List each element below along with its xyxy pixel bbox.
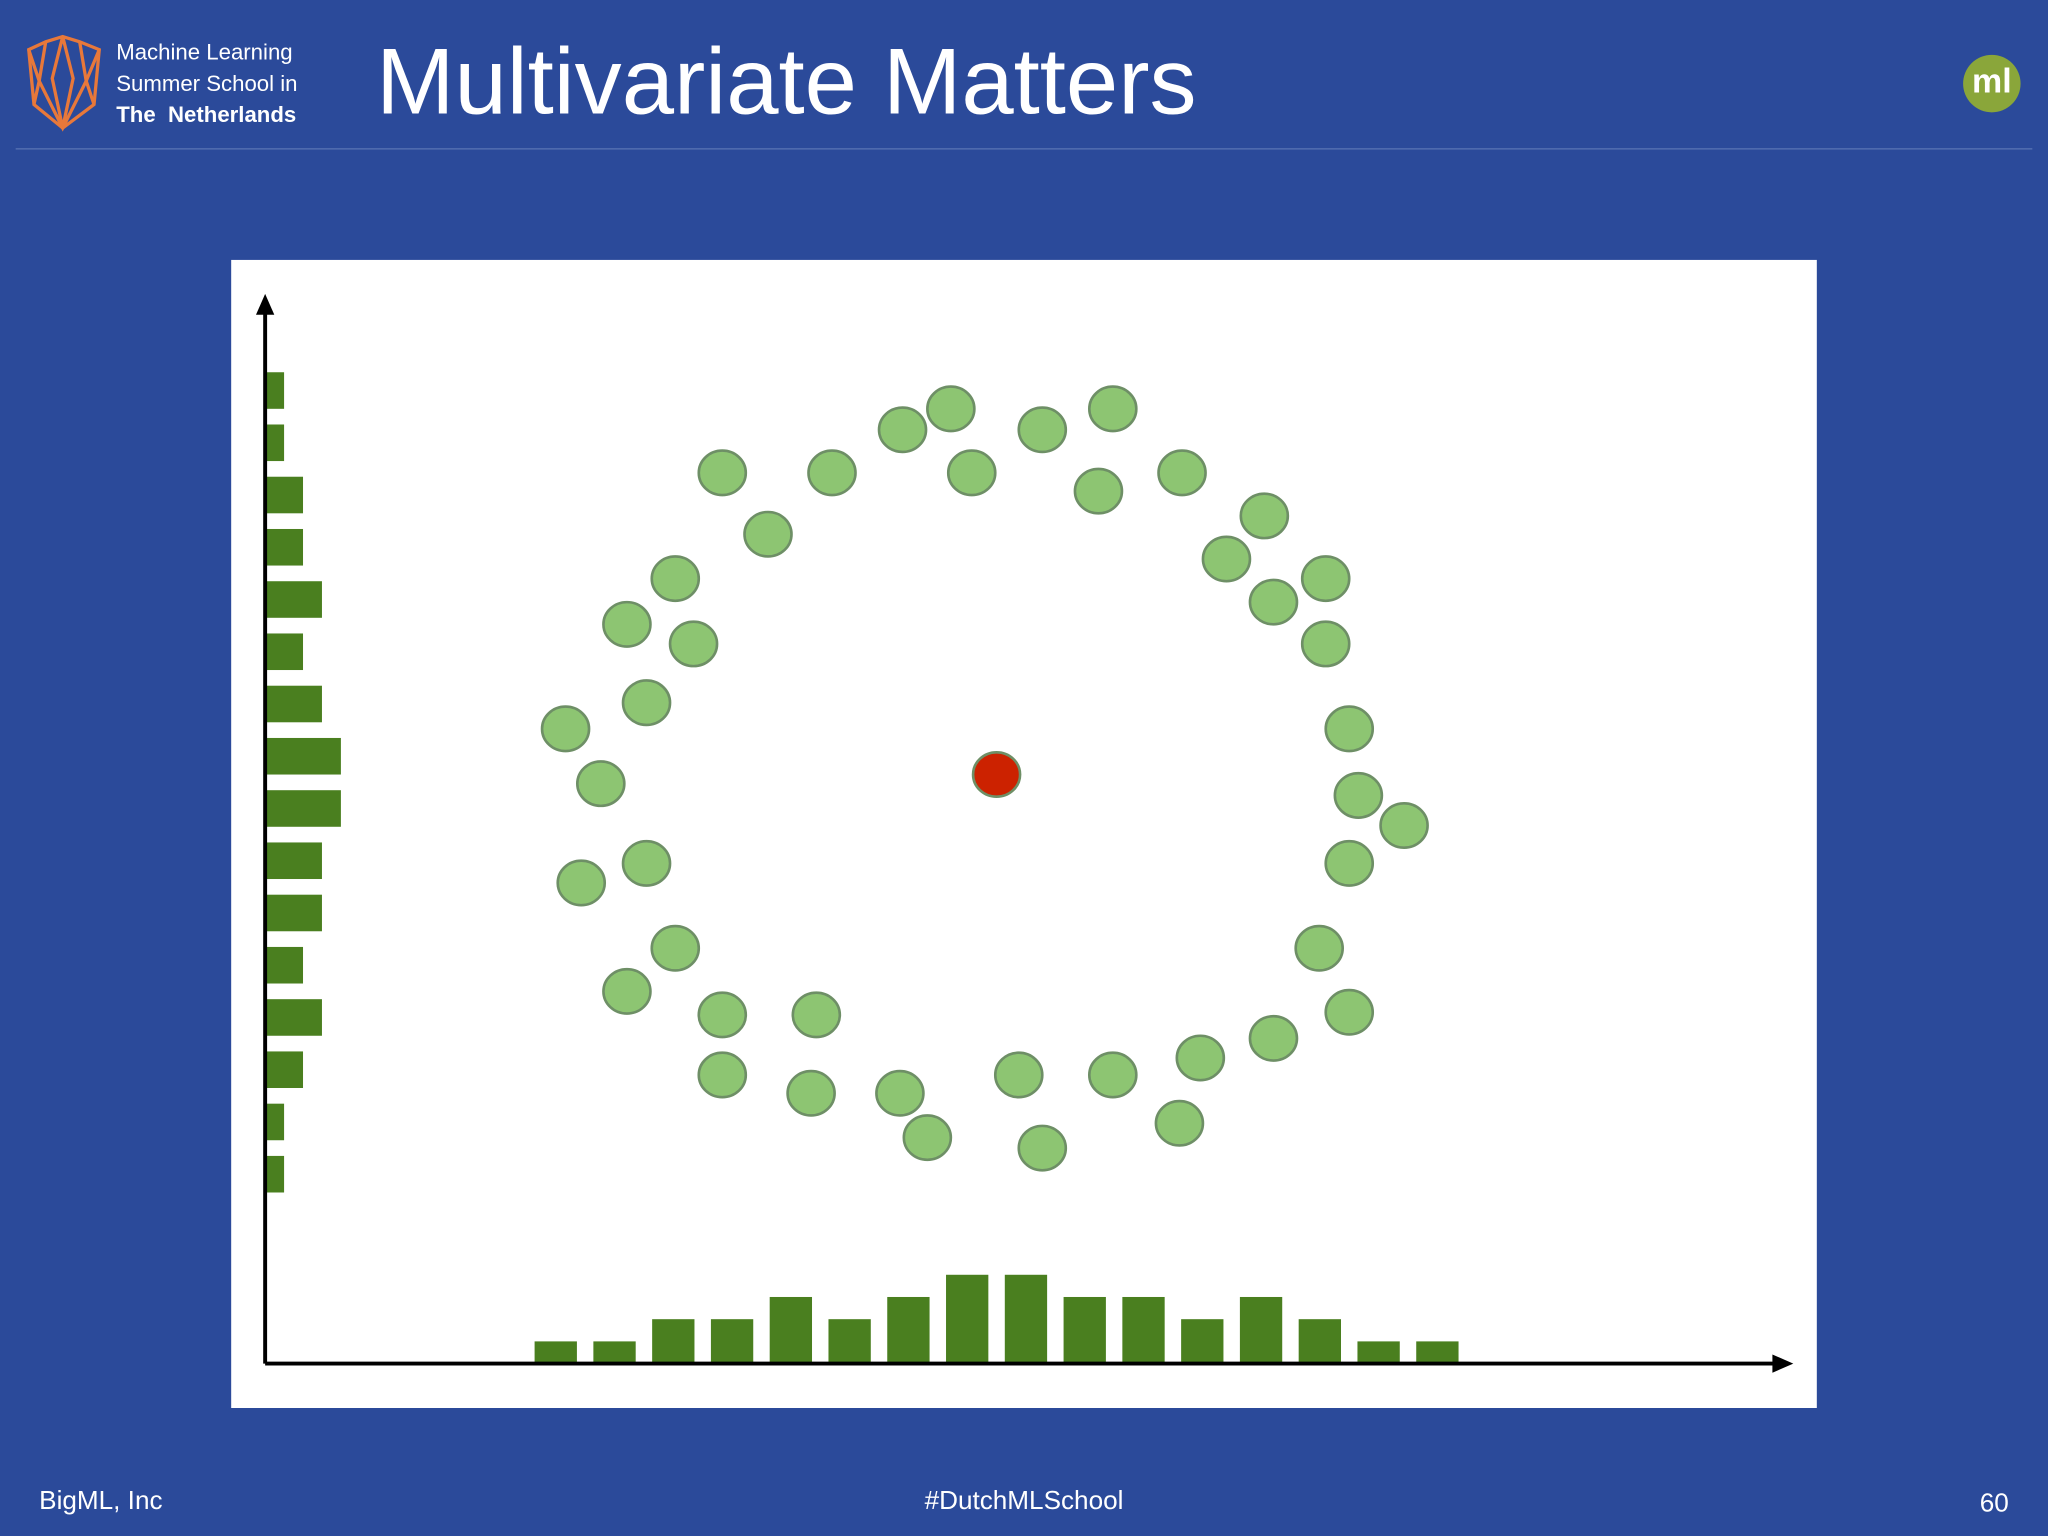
scatter-point [1239, 492, 1290, 540]
slide-title: Multivariate Matters [376, 29, 1196, 134]
scatter-point [556, 859, 607, 907]
scatter-point [1017, 1124, 1068, 1172]
scatter-point [902, 1114, 953, 1162]
scatter-point [877, 406, 928, 454]
x-histogram-bar [1063, 1296, 1106, 1364]
logo-text: Machine Learning [116, 39, 292, 64]
y-histogram-bar [265, 894, 322, 932]
scatter-point [926, 385, 976, 433]
scatter-point [1157, 449, 1207, 497]
scatter-point [540, 705, 591, 753]
x-histogram-bar [828, 1319, 871, 1364]
x-histogram-bar [946, 1274, 989, 1364]
footer-left: BigML, Inc [39, 1485, 162, 1515]
scatter-point [1324, 988, 1375, 1036]
y-histogram-bar [265, 372, 285, 409]
footer-center: #DutchMLSchool [925, 1485, 1124, 1515]
y-histogram-bar [265, 842, 322, 880]
y-histogram-bar [265, 685, 322, 723]
scatter-point [807, 449, 857, 497]
scatter-point [1300, 620, 1351, 668]
scatter-point [602, 967, 652, 1015]
x-histogram-bar [769, 1296, 813, 1364]
scatter-point [993, 1051, 1044, 1099]
x-histogram-bar [1004, 1274, 1048, 1364]
badge [1963, 54, 2021, 113]
scatter-point [791, 991, 842, 1039]
y-histogram-bar [265, 424, 285, 462]
x-histogram-bar [710, 1319, 754, 1364]
badge-text: ml [1972, 63, 2012, 101]
y-histogram-bar [265, 737, 341, 775]
y-histogram-bar [265, 946, 304, 984]
scatter-point [743, 510, 793, 558]
scatter-point [1379, 801, 1429, 849]
scatter-point [650, 555, 701, 603]
scatter-point [786, 1069, 836, 1117]
scatter-point [1087, 385, 1138, 433]
y-histogram-bar [265, 528, 304, 566]
scatter-point [602, 600, 652, 648]
x-histogram-bar [652, 1319, 695, 1364]
scatter-point [1248, 1014, 1299, 1062]
scatter-point [650, 924, 701, 972]
y-histogram-bar [265, 1103, 285, 1141]
scatter-point [1248, 578, 1299, 626]
logo-icon [26, 34, 102, 132]
scatter-point [621, 679, 672, 727]
logo-text: Summer School in [116, 71, 297, 96]
x-histogram-bar [1416, 1341, 1459, 1364]
scatter-point [1087, 1051, 1138, 1099]
scatter-point [621, 839, 672, 887]
scatter-point [1324, 839, 1375, 887]
footer-right: 60 [1980, 1488, 2009, 1518]
scatter-point [1300, 555, 1351, 603]
x-axis-arrow [1772, 1354, 1794, 1373]
x-histogram-bar [593, 1341, 636, 1364]
y-histogram-bar [265, 1155, 285, 1193]
x-histogram-bar [1357, 1341, 1400, 1364]
plot [265, 372, 1459, 1364]
x-histogram-bar [1239, 1296, 1283, 1364]
y-histogram-bar [265, 633, 304, 671]
logo-text: The Netherlands [116, 102, 296, 127]
scatter-point [1333, 771, 1384, 819]
x-histogram-bar [887, 1296, 930, 1364]
scatter-point [1294, 924, 1344, 972]
x-histogram-bar [1122, 1296, 1165, 1364]
y-axis-arrow [256, 293, 275, 315]
scatter-point [875, 1069, 925, 1117]
scatter-point [575, 760, 626, 808]
scatter-point [971, 751, 1022, 799]
scatter-point [1175, 1034, 1226, 1082]
y-histogram-bar [265, 1051, 304, 1088]
scatter-point [1073, 467, 1124, 515]
x-histogram-bar [1181, 1319, 1224, 1364]
scatter-point [668, 620, 719, 668]
y-histogram-bar [265, 476, 304, 514]
scatter-point [1201, 535, 1252, 583]
y-histogram-bar [265, 999, 322, 1036]
chart-panel [231, 259, 1817, 1409]
x-histogram-bar [1298, 1319, 1341, 1364]
scatter-point [697, 1051, 748, 1099]
scatter-point [697, 449, 748, 497]
y-histogram-bar [265, 790, 341, 827]
x-histogram-bar [534, 1341, 577, 1364]
scatter-point [946, 449, 997, 497]
scatter-point [1017, 406, 1068, 454]
scatter-point [1154, 1099, 1205, 1147]
scatter-point [1324, 705, 1375, 753]
scatter-point [697, 991, 748, 1039]
y-histogram-bar [265, 581, 322, 618]
